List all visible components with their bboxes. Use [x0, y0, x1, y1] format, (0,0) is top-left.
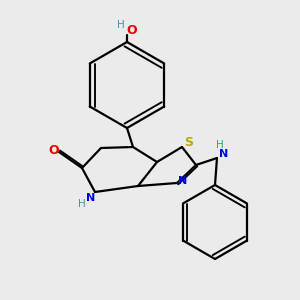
Text: S: S: [184, 136, 194, 149]
Text: O: O: [127, 25, 137, 38]
Text: N: N: [86, 193, 96, 203]
Text: N: N: [219, 149, 229, 159]
Text: H: H: [117, 20, 125, 30]
Text: H: H: [216, 140, 224, 150]
Text: N: N: [178, 176, 188, 186]
Text: O: O: [49, 143, 59, 157]
Text: H: H: [78, 199, 86, 209]
